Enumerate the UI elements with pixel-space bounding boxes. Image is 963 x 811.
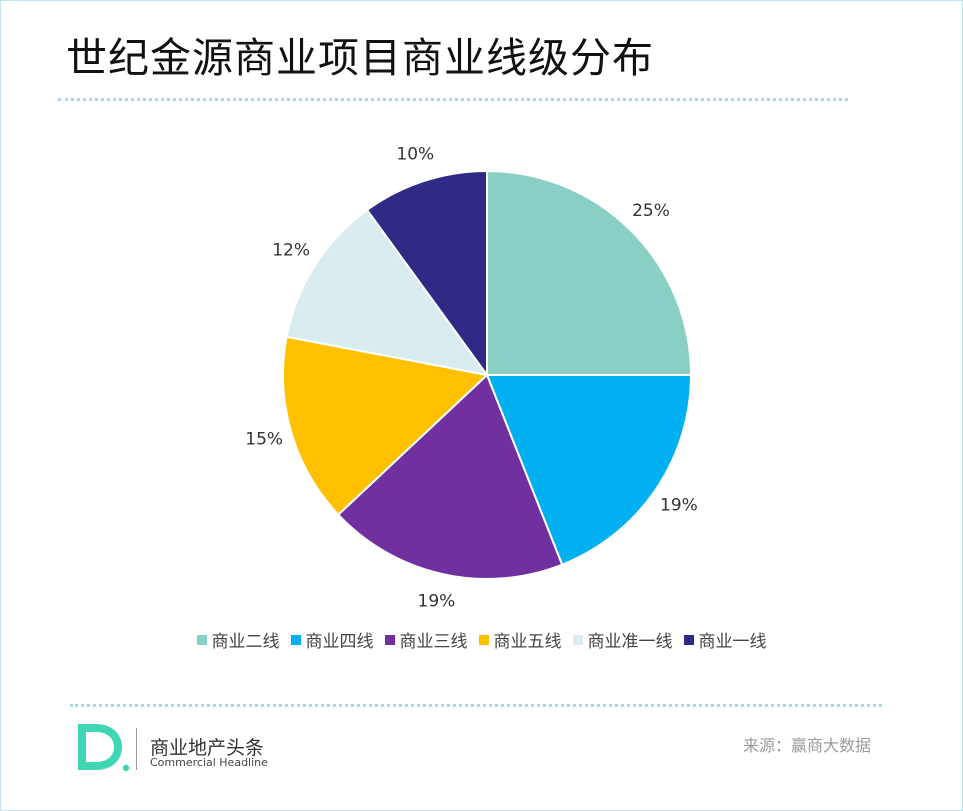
top-dotted-divider	[58, 98, 848, 101]
pie-label-3: 19%	[418, 591, 456, 611]
legend-label: 商业二线	[211, 632, 280, 652]
legend-swatch	[572, 634, 583, 645]
legend-swatch	[290, 634, 301, 645]
pie-slices	[282, 170, 692, 580]
pie-label-1: 25%	[632, 201, 670, 221]
legend-swatch	[683, 634, 694, 645]
pie-label-4: 15%	[245, 430, 283, 450]
pie-labels: 25% 19% 19% 15% 12% 10%	[245, 144, 697, 611]
pie-slice-3	[337, 374, 564, 580]
pie-label-5: 12%	[272, 241, 310, 261]
brand-name-cn: 商业地产头条	[150, 737, 265, 759]
pie-label-2: 19%	[660, 495, 698, 515]
legend-item-6: 商业一线	[683, 627, 767, 652]
chart-title: 世纪金源商业项目商业线级分布	[66, 34, 654, 82]
legend-item-3: 商业三线	[384, 627, 468, 652]
legend-label: 商业五线	[493, 632, 562, 652]
legend-label: 商业四线	[305, 632, 374, 652]
pie-slice-6	[366, 170, 488, 376]
brand-logo-icon	[78, 724, 130, 772]
chart-legend: 商业二线 商业四线 商业三线 商业五线 商业准一线 商业一线	[0, 627, 963, 652]
legend-label: 商业准一线	[587, 632, 673, 652]
bottom-dotted-divider	[70, 704, 882, 707]
legend-item-2: 商业四线	[290, 627, 374, 652]
data-source: 来源：赢商大数据	[742, 736, 871, 755]
pie-slice-5	[285, 208, 488, 376]
legend-swatch	[478, 634, 489, 645]
legend-swatch	[196, 634, 207, 645]
legend-item-4: 商业五线	[478, 627, 562, 652]
pie-label-6: 10%	[396, 144, 434, 164]
brand-name-en: Commercial Headline	[150, 756, 268, 769]
legend-item-5: 商业准一线	[572, 627, 673, 652]
pie-slice-4	[282, 335, 488, 516]
legend-item-1: 商业二线	[196, 627, 280, 652]
legend-label: 商业三线	[399, 632, 468, 652]
brand-divider	[136, 728, 137, 770]
legend-swatch	[384, 634, 395, 645]
pie-slice-2	[486, 374, 692, 566]
legend-label: 商业一线	[698, 632, 767, 652]
pie-slice-1	[486, 170, 692, 376]
